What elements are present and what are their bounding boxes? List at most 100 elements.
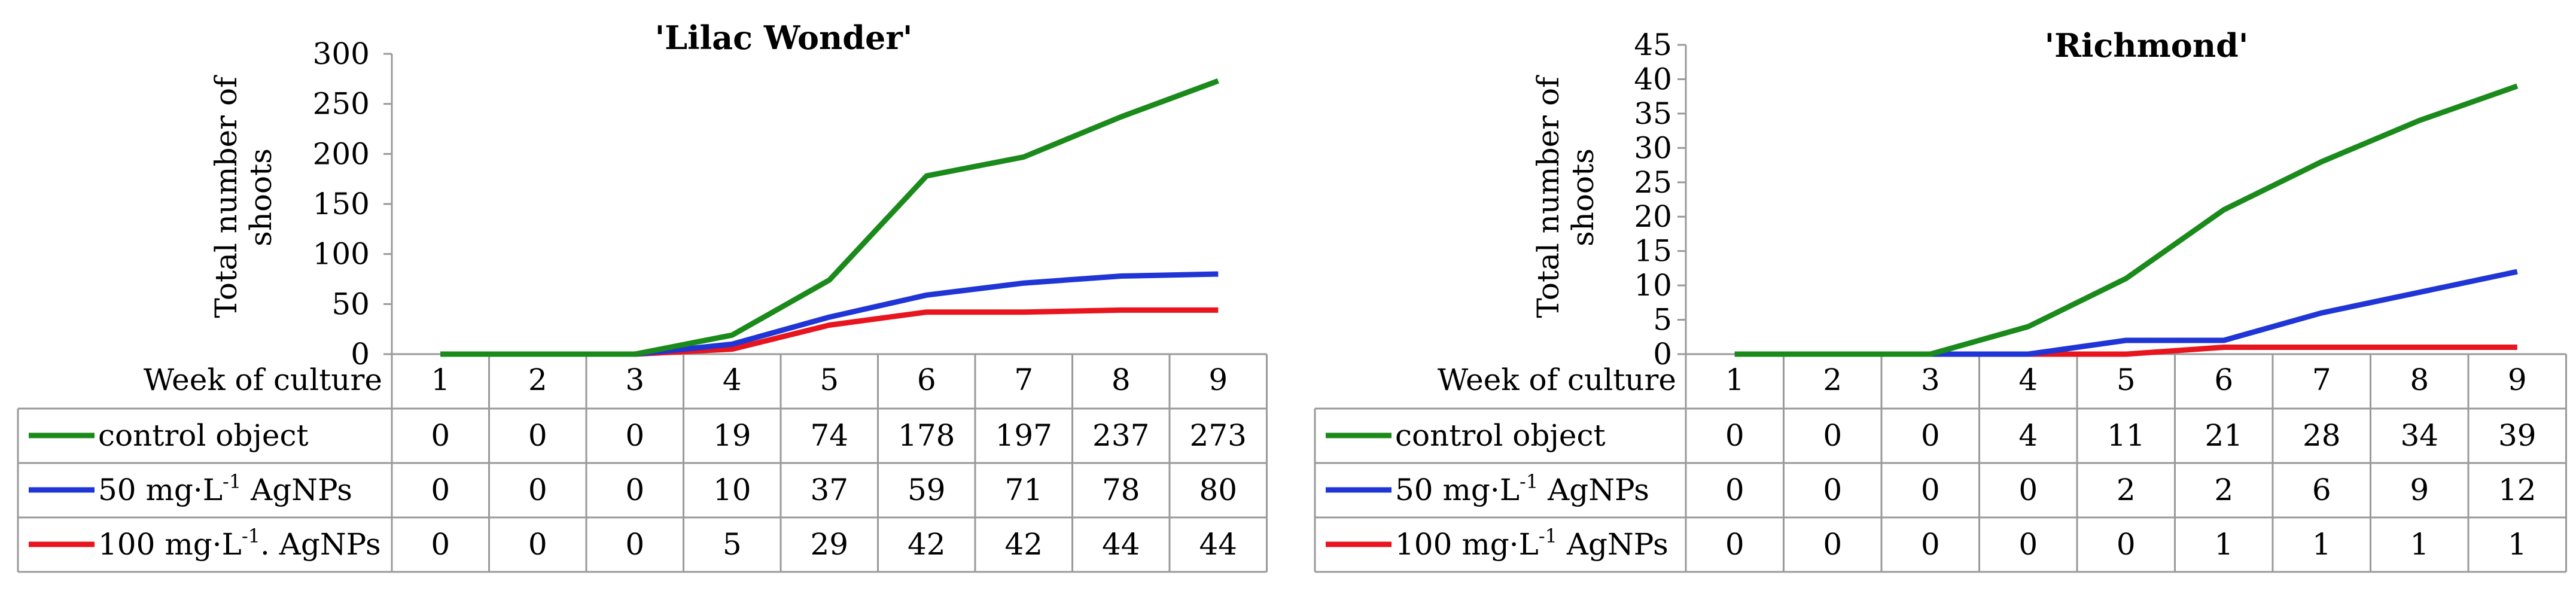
y-axis-label-line: Total number of	[1531, 75, 1566, 318]
category-label: 2	[528, 363, 547, 397]
data-label: 0	[528, 473, 547, 507]
y-tick-label: 300	[313, 36, 370, 71]
series-line-1	[440, 271, 1219, 357]
category-label: 6	[2214, 363, 2233, 397]
y-axis-label-line: Total number of	[209, 75, 243, 318]
row-header-week: Week of culture	[144, 363, 382, 397]
data-label: 0	[431, 527, 450, 562]
data-label: 0	[1725, 527, 1744, 562]
data-label: 237	[1092, 418, 1149, 453]
category-label: 4	[723, 363, 742, 397]
data-label: 42	[1004, 527, 1043, 562]
legend-label-part: AgNPs	[241, 473, 352, 507]
data-label: 0	[431, 473, 450, 507]
data-label: 42	[908, 527, 946, 562]
data-label: 2	[2117, 473, 2136, 507]
data-label: 0	[625, 473, 644, 507]
legend-label-part: . AgNPs	[260, 527, 381, 562]
data-label: 0	[1921, 418, 1940, 453]
data-label: 19	[713, 418, 751, 453]
y-axis-label: Total number ofshoots	[209, 75, 278, 318]
legend-label-part: -1	[242, 525, 260, 547]
data-label: 0	[625, 418, 644, 453]
y-tick-label: 50	[331, 287, 370, 321]
chart-title: 'Richmond'	[2045, 26, 2249, 65]
data-label: 197	[995, 418, 1052, 453]
y-tick-label: 0	[351, 337, 370, 371]
data-label: 0	[1823, 473, 1842, 507]
category-label: 5	[820, 363, 839, 397]
legend-label-part: -1	[1539, 525, 1557, 547]
data-label: 4	[2018, 418, 2038, 453]
category-label: 5	[2117, 363, 2136, 397]
category-label: 3	[625, 363, 644, 397]
legend-label-part: 100 mg·L	[98, 527, 242, 562]
data-label: 6	[2312, 473, 2331, 507]
data-label: 80	[1199, 473, 1237, 507]
legend-label-part: -1	[223, 470, 241, 493]
y-tick-label: 40	[1634, 62, 1672, 96]
category-label: 7	[2312, 363, 2331, 397]
chart-richmond: 'Richmond'Total number ofshoots051015202…	[1314, 26, 2567, 573]
y-tick-label: 15	[1634, 234, 1672, 269]
data-label: 0	[2018, 527, 2038, 562]
data-label: 1	[2508, 527, 2527, 562]
legend-label-0: control object	[1395, 418, 1606, 453]
legend-label-0: control object	[98, 418, 309, 453]
series-line-0	[1734, 83, 2519, 357]
legend-label-2: 100 mg·L-1 AgNPs	[1395, 525, 1668, 562]
data-label: 34	[2400, 418, 2438, 453]
y-axis-label: Total number ofshoots	[1531, 75, 1600, 318]
data-label: 11	[2107, 418, 2145, 453]
y-tick-label: 0	[1653, 337, 1672, 371]
y-tick-label: 250	[313, 87, 370, 121]
series-line-1	[1734, 269, 2518, 357]
legend-label-2: 100 mg·L-1. AgNPs	[98, 525, 381, 562]
data-label: 78	[1102, 473, 1140, 507]
data-label: 1	[2312, 527, 2331, 562]
legend-label-1: 50 mg·L-1 AgNPs	[1395, 470, 1649, 507]
data-label: 28	[2303, 418, 2341, 453]
legend-label-part: 50 mg·L	[98, 473, 223, 507]
data-label: 0	[1725, 473, 1744, 507]
y-axis-label-line: shoots	[243, 148, 278, 246]
chart-title: 'Lilac Wonder'	[655, 19, 913, 57]
category-label: 3	[1921, 363, 1940, 397]
category-label: 1	[431, 363, 450, 397]
category-label: 8	[2410, 363, 2429, 397]
data-label: 59	[908, 473, 946, 507]
category-label: 2	[1823, 363, 1842, 397]
y-tick-label: 45	[1634, 28, 1672, 62]
data-label: 0	[625, 527, 644, 562]
legend-label-part: control object	[1395, 418, 1606, 453]
legend-label-part: 100 mg·L	[1395, 527, 1539, 562]
data-label: 21	[2204, 418, 2243, 453]
series-line-0	[440, 78, 1219, 357]
data-label: 1	[2214, 527, 2233, 562]
data-label: 0	[1823, 418, 1842, 453]
data-label: 273	[1190, 418, 1247, 453]
y-tick-label: 100	[313, 237, 370, 272]
y-tick-label: 150	[313, 187, 370, 221]
data-label: 10	[713, 473, 751, 507]
row-header-week: Week of culture	[1438, 363, 1676, 397]
data-label: 0	[1921, 527, 1940, 562]
category-label: 9	[1208, 363, 1228, 397]
data-label: 0	[2117, 527, 2136, 562]
data-label: 0	[528, 527, 547, 562]
category-label: 7	[1014, 363, 1033, 397]
y-axis-label-line: shoots	[1566, 148, 1600, 246]
data-label: 2	[2214, 473, 2233, 507]
legend-label-part: control object	[98, 418, 309, 453]
data-label: 0	[1725, 418, 1744, 453]
data-label: 74	[810, 418, 848, 453]
legend-label-part: AgNPs	[1538, 473, 1649, 507]
data-label: 1	[2410, 527, 2429, 562]
data-label: 29	[810, 527, 848, 562]
category-label: 8	[1112, 363, 1131, 397]
chart-lilac-wonder: 'Lilac Wonder'Total number ofshoots05010…	[17, 19, 1268, 573]
data-label: 178	[898, 418, 955, 453]
category-label: 6	[917, 363, 936, 397]
y-tick-label: 20	[1634, 199, 1672, 234]
